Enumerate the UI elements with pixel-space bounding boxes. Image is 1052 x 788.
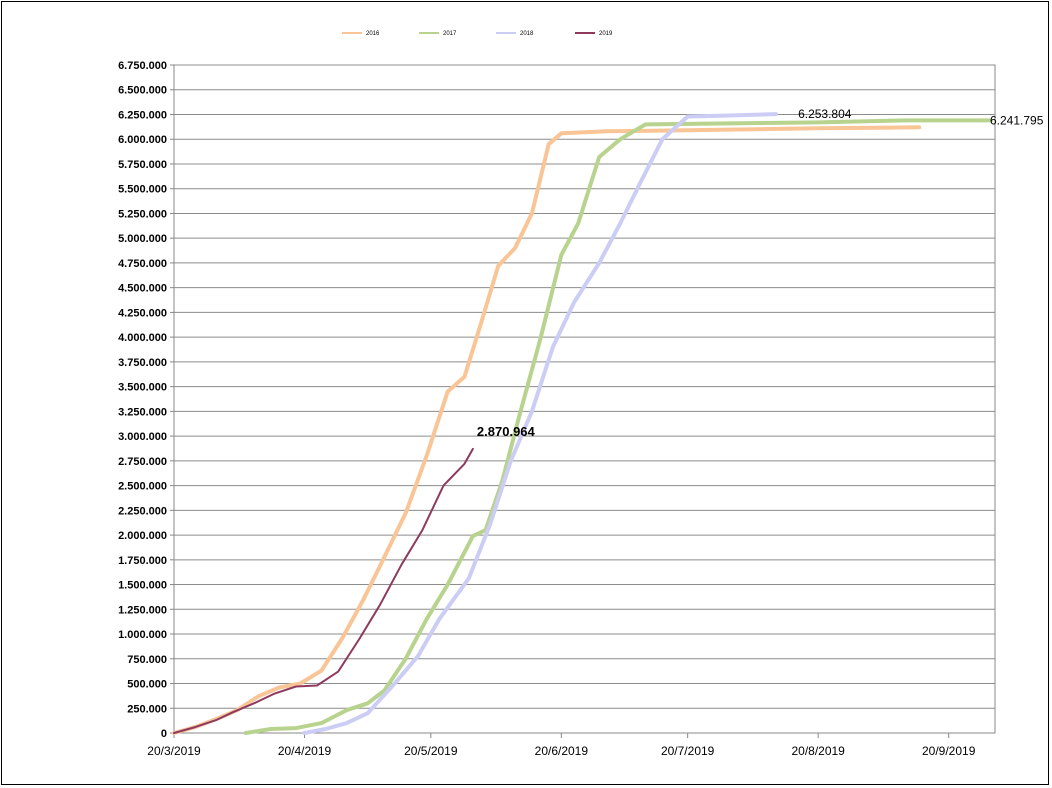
y-tick-label: 3.250.000 [118,406,167,418]
y-tick-label: 6.750.000 [118,60,167,72]
x-tick-label: 20/4/2019 [278,744,332,758]
series-lines [172,112,993,735]
y-tick-label: 4.250.000 [118,307,167,319]
y-tick-label: 500.000 [127,679,167,691]
y-tick-label: 2.000.000 [118,530,167,542]
y-tick-label: 2.500.000 [118,481,167,493]
x-axis-ticks: 20/3/2019 20/4/2019 20/5/2019 20/6/2019 20/7… [147,733,976,758]
y-tick-label: 2.750.000 [118,456,167,468]
series-line-2018 [302,112,779,735]
y-tick-label: 3.000.000 [118,431,167,443]
x-tick-label: 20/7/2019 [661,744,715,758]
legend-label-2016: 2016 [366,31,380,37]
x-tick-label: 20/9/2019 [922,744,976,758]
x-tick-label: 20/5/2019 [404,744,458,758]
annotation-2018: 6.253.804 [798,107,852,121]
legend-label-2017: 2017 [443,31,457,37]
legend-label-2019: 2019 [599,31,613,37]
y-tick-label: 6.250.000 [118,109,167,121]
y-tick-label: 5.000.000 [118,233,167,245]
y-axis-ticks: 0 250.000 500.000 750.000 1.000.000 1.250.000… [118,60,174,740]
plot-area [173,64,996,734]
series-line-2017 [243,118,993,735]
y-tick-label: 5.500.000 [118,184,167,196]
y-tick-label: 1.250.000 [118,604,167,616]
y-tick-label: 4.500.000 [118,283,167,295]
legend: 2016 2017 2018 2019 [342,31,613,37]
y-tick-label: 1.000.000 [118,629,167,641]
annotation-2017: 6.241.795 [990,113,1044,127]
y-tick-label: 6.000.000 [118,134,167,146]
series-line-2019 [173,447,474,734]
y-tick-label: 1.750.000 [118,555,167,567]
y-tick-label: 3.500.000 [118,382,167,394]
y-tick-label: 1.500.000 [118,580,167,592]
y-tick-label: 750.000 [127,654,167,666]
y-tick-label: 2.250.000 [118,505,167,517]
annotation-2019: 2.870.964 [477,424,536,439]
data-annotations: 2.870.964 6.253.804 6.241.795 [477,107,1044,439]
y-tick-label: 4.000.000 [118,332,167,344]
x-tick-label: 20/3/2019 [147,744,201,758]
y-tick-label: 6.500.000 [118,85,167,97]
series-line-2016 [172,125,922,735]
y-tick-label: 250.000 [127,703,167,715]
y-tick-label: 0 [161,728,167,740]
x-tick-label: 20/6/2019 [535,744,589,758]
y-tick-label: 4.750.000 [118,258,167,270]
legend-label-2018: 2018 [520,31,534,37]
y-tick-label: 3.750.000 [118,357,167,369]
y-tick-label: 5.750.000 [118,159,167,171]
x-tick-label: 20/8/2019 [791,744,845,758]
y-tick-label: 5.250.000 [118,208,167,220]
